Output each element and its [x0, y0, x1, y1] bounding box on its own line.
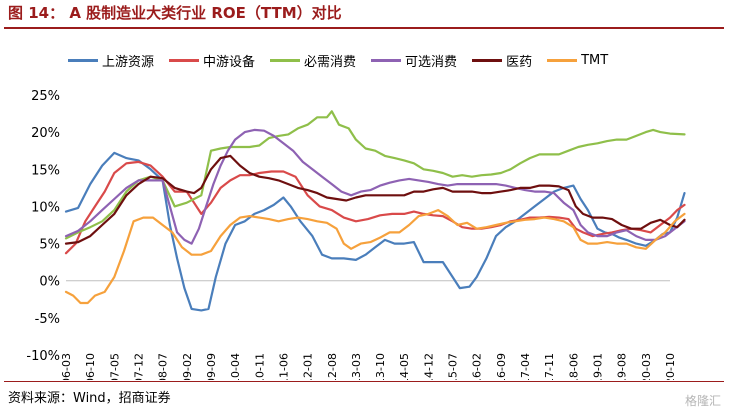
x-tick-label: 2006-10 — [84, 353, 97, 380]
x-tick-label: 2016-02 — [471, 353, 484, 380]
series-line — [64, 160, 686, 255]
y-tick-label: 25% — [31, 89, 60, 104]
legend-label: 中游设备 — [203, 54, 256, 70]
y-axis: -10% -5% 0% 5% 10% 15% 20% 25% — [26, 89, 60, 364]
legend-item: 中游设备 — [169, 51, 255, 70]
legend-swatch — [68, 58, 98, 62]
chart-legend: 上游资源 中游设备 必需消费 可选消费 医药 TMT — [68, 51, 623, 70]
legend-swatch — [547, 58, 578, 62]
source-note: 资料来源：Wind，招商证券 — [8, 391, 171, 406]
x-tick-label: 2016-09 — [495, 353, 508, 380]
x-tick-label: 2008-07 — [157, 353, 170, 380]
x-tick-label: 2014-05 — [398, 353, 411, 380]
x-tick-label: 2009-09 — [205, 353, 218, 380]
x-tick-label: 2015-07 — [447, 353, 460, 380]
series-line — [64, 128, 686, 245]
figure-title: 图 14： A 股制造业大类行业 ROE（TTM）对比 — [8, 4, 342, 22]
y-tick-label: -5% — [35, 312, 60, 327]
series-line — [64, 151, 686, 312]
legend-item: 医药 — [472, 51, 532, 70]
x-tick-label: 2006-03 — [60, 353, 73, 380]
x-axis: 2006-03 2006-10 2007-05 2007-12 2008-07 2009-… — [60, 280, 677, 380]
series-line — [64, 209, 686, 305]
y-tick-label: -10% — [26, 349, 60, 364]
x-tick-label: 2013-10 — [374, 353, 387, 380]
x-tick-label: 2020-10 — [664, 353, 677, 380]
x-tick-label: 2009-02 — [181, 353, 194, 380]
series-line — [64, 154, 686, 245]
x-tick-label: 2020-03 — [640, 353, 653, 380]
x-tick-label: 2007-12 — [132, 353, 145, 380]
y-tick-label: 0% — [39, 275, 60, 290]
legend-swatch — [472, 58, 503, 62]
legend-item: 上游资源 — [68, 51, 154, 70]
legend-item: 可选消费 — [371, 51, 457, 70]
y-tick-label: 15% — [31, 163, 60, 178]
x-tick-label: 2012-08 — [326, 353, 339, 380]
x-tick-label: 2013-03 — [350, 353, 363, 380]
legend-item: 必需消费 — [270, 51, 356, 70]
x-tick-label: 2007-05 — [108, 353, 121, 380]
x-tick-label: 2017-11 — [543, 353, 556, 380]
legend-label: TMT — [581, 52, 609, 68]
series-line — [64, 110, 686, 240]
y-tick-label: 20% — [31, 126, 60, 141]
legend-swatch — [169, 58, 200, 62]
legend-label: 上游资源 — [102, 54, 155, 70]
chart-series — [64, 110, 686, 312]
watermark: 格隆汇 — [684, 394, 721, 408]
legend-label: 可选消费 — [405, 54, 458, 70]
y-tick-label: 10% — [31, 200, 60, 215]
x-tick-label: 2018-06 — [567, 353, 580, 380]
legend-item: TMT — [547, 53, 608, 68]
x-tick-label: 2011-06 — [277, 353, 290, 380]
x-tick-label: 2010-11 — [253, 353, 266, 380]
y-tick-label: 5% — [39, 238, 60, 253]
x-tick-label: 2019-01 — [592, 353, 605, 380]
legend-label: 必需消费 — [304, 54, 357, 70]
x-tick-label: 2019-08 — [616, 353, 629, 380]
x-tick-label: 2014-12 — [422, 353, 435, 380]
title-divider — [4, 27, 724, 29]
footer-divider — [4, 381, 724, 382]
x-tick-label: 2017-04 — [519, 353, 532, 380]
legend-label: 医药 — [506, 54, 533, 70]
legend-swatch — [371, 58, 402, 62]
line-chart: -10%-5%0%5%10%15%20%25% 2006-03 2006-10 20… — [26, 89, 686, 380]
legend-swatch — [270, 58, 301, 62]
x-tick-label: 2010-04 — [229, 353, 242, 380]
x-tick-label: 2012-01 — [302, 353, 315, 380]
